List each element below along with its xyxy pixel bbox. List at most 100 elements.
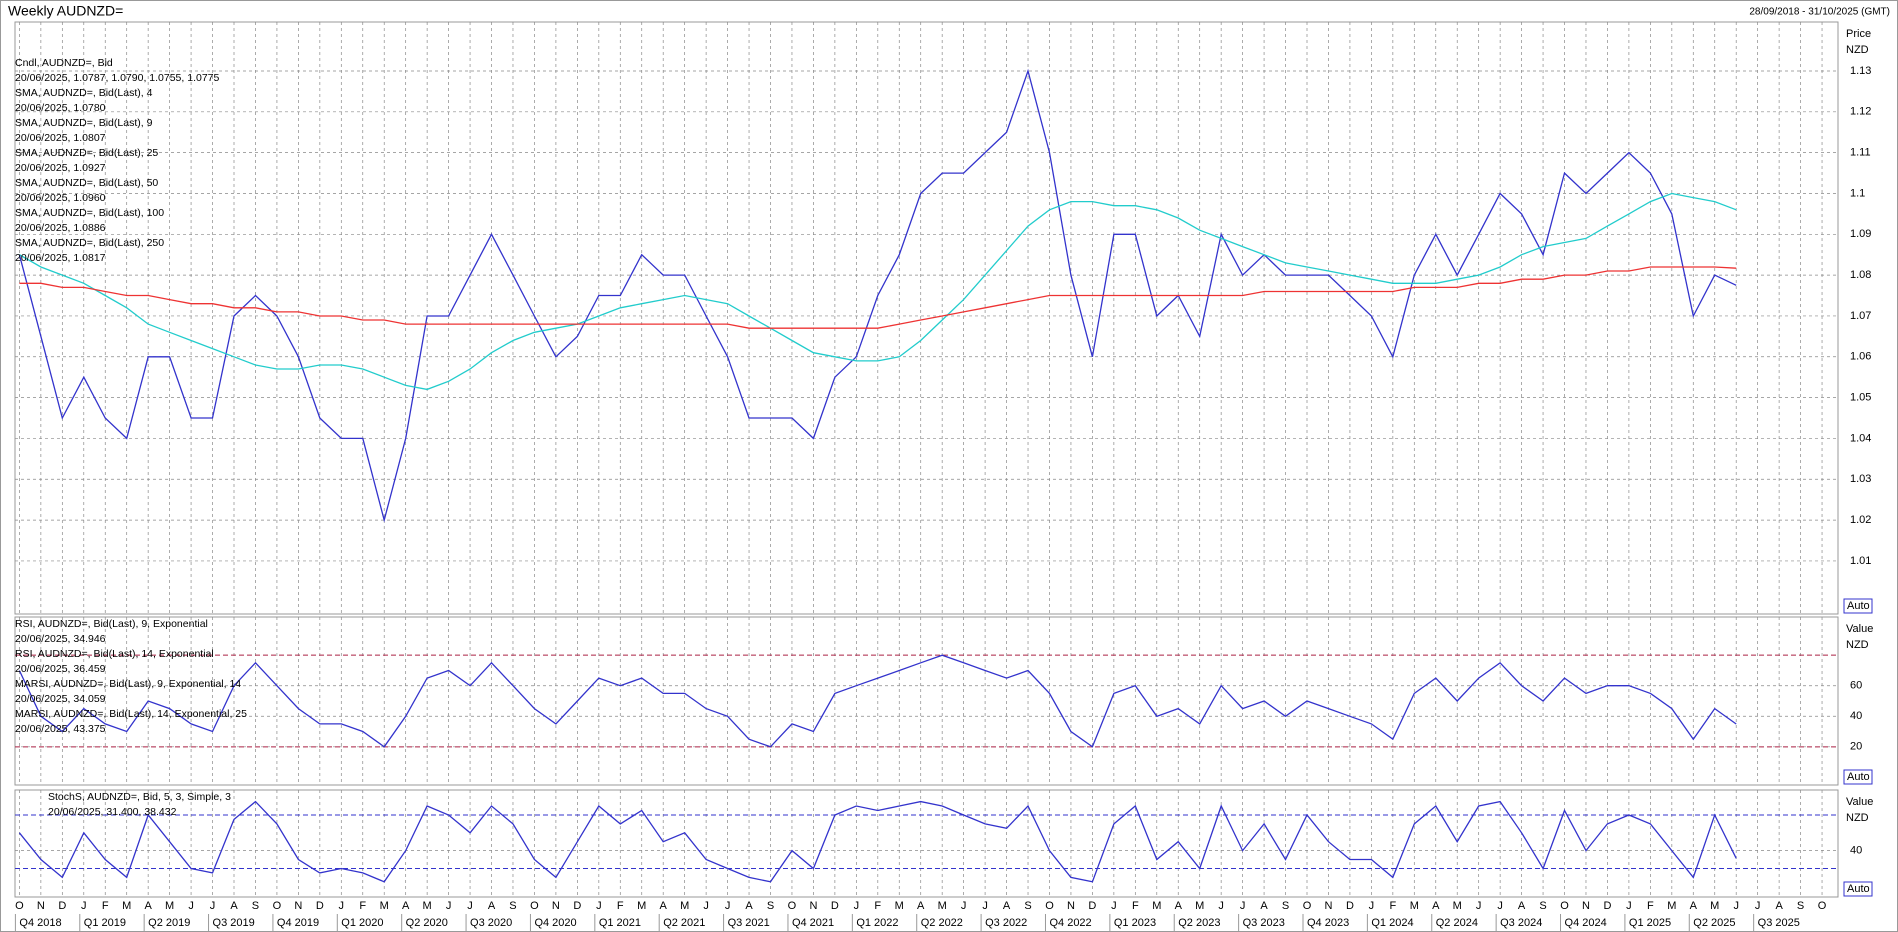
legend-entry: 20/06/2025, 1.0927 <box>15 162 106 174</box>
x-tick-label: J <box>1240 900 1246 912</box>
quarter-label: Q3 2019 <box>213 917 255 929</box>
x-tick-label: N <box>1582 900 1590 912</box>
x-tick-label: S <box>1282 900 1289 912</box>
auto-button-label[interactable]: Auto <box>1847 600 1870 612</box>
auto-button[interactable] <box>1843 769 1873 785</box>
quarter-label: Q2 2023 <box>1178 917 1220 929</box>
quarter-label: Q1 2023 <box>1114 917 1156 929</box>
quarter-label: Q2 2024 <box>1436 917 1478 929</box>
legend-entry: 20/06/2025, 34.946 <box>15 633 106 645</box>
chart-title: Weekly AUDNZD= <box>8 3 123 19</box>
x-tick-label: J <box>446 900 452 912</box>
x-tick-label: A <box>1432 900 1440 912</box>
legend-entry: MARSI, AUDNZD=, Bid(Last), 9, Exponentia… <box>15 678 241 690</box>
legend-entry: 20/06/2025, 1.0780 <box>15 102 106 114</box>
x-tick-label: A <box>402 900 410 912</box>
x-tick-label: N <box>294 900 302 912</box>
x-tick-label: F <box>102 900 109 912</box>
auto-button-label[interactable]: Auto <box>1847 883 1870 895</box>
x-tick-label: D <box>573 900 581 912</box>
legend-entry: SMA, AUDNZD=, Bid(Last), 4 <box>15 87 153 99</box>
legend-entry: RSI, AUDNZD=, Bid(Last), 14, Exponential <box>15 648 214 660</box>
auto-button[interactable] <box>1843 881 1873 897</box>
y-tick-label: 1.13 <box>1850 65 1871 77</box>
x-tick-label: M <box>895 900 904 912</box>
x-tick-label: N <box>1324 900 1332 912</box>
quarter-label: Q4 2019 <box>277 917 319 929</box>
legend-entry: 20/06/2025, 43.375 <box>15 723 106 735</box>
x-tick-label: A <box>144 900 152 912</box>
y-tick-label: 1.03 <box>1850 473 1871 485</box>
y-tick-label: 1.11 <box>1850 147 1871 159</box>
x-tick-label: S <box>1797 900 1804 912</box>
axis-title: Value <box>1846 623 1873 635</box>
y-tick-label: 1.06 <box>1850 351 1871 363</box>
x-tick-label: J <box>1111 900 1117 912</box>
x-tick-label: M <box>423 900 432 912</box>
x-tick-label: J <box>1733 900 1739 912</box>
x-tick-label: D <box>1088 900 1096 912</box>
quarter-label: Q4 2023 <box>1307 917 1349 929</box>
quarter-label: Q2 2019 <box>148 917 190 929</box>
x-tick-label: A <box>1690 900 1698 912</box>
quarter-label: Q4 2018 <box>19 917 61 929</box>
x-tick-label: J <box>188 900 194 912</box>
x-tick-label: M <box>122 900 131 912</box>
quarter-label: Q2 2020 <box>406 917 448 929</box>
quarter-label: Q1 2020 <box>341 917 383 929</box>
x-tick-label: F <box>359 900 366 912</box>
x-tick-label: M <box>1710 900 1719 912</box>
x-tick-label: F <box>874 900 881 912</box>
y-tick-label: 40 <box>1850 710 1862 722</box>
date-range: 28/09/2018 - 31/10/2025 (GMT) <box>1749 7 1890 18</box>
x-tick-label: J <box>339 900 345 912</box>
x-tick-label: A <box>745 900 753 912</box>
x-tick-label: J <box>982 900 988 912</box>
quarter-label: Q1 2021 <box>599 917 641 929</box>
x-tick-label: M <box>380 900 389 912</box>
x-tick-label: F <box>1132 900 1139 912</box>
y-tick-label: 1.1 <box>1850 187 1865 199</box>
x-tick-label: O <box>15 900 24 912</box>
axis-title: Price <box>1846 28 1871 40</box>
auto-button[interactable] <box>1843 598 1873 614</box>
x-tick-label: A <box>1775 900 1783 912</box>
y-tick-label: 20 <box>1850 741 1862 753</box>
legend-entry: 20/06/2025, 1.0787, 1.0790, 1.0755, 1.07… <box>15 72 220 84</box>
x-tick-label: N <box>1067 900 1075 912</box>
auto-button-label[interactable]: Auto <box>1847 771 1870 783</box>
x-tick-label: O <box>530 900 539 912</box>
x-tick-label: D <box>58 900 66 912</box>
x-tick-label: D <box>316 900 324 912</box>
legend-entry: SMA, AUDNZD=, Bid(Last), 9 <box>15 117 153 129</box>
legend-entry: SMA, AUDNZD=, Bid(Last), 250 <box>15 237 164 249</box>
x-tick-label: O <box>1818 900 1827 912</box>
x-tick-label: M <box>1453 900 1462 912</box>
x-tick-label: J <box>1476 900 1482 912</box>
x-tick-label: O <box>273 900 282 912</box>
y-tick-label: 1.02 <box>1850 514 1871 526</box>
legend-entry: SMA, AUDNZD=, Bid(Last), 100 <box>15 207 164 219</box>
quarter-label: Q2 2021 <box>663 917 705 929</box>
x-tick-label: A <box>1260 900 1268 912</box>
x-tick-label: J <box>596 900 602 912</box>
x-tick-label: N <box>37 900 45 912</box>
series-line <box>18 68 1737 523</box>
x-tick-label: O <box>1560 900 1569 912</box>
legend-entry: 20/06/2025, 1.0817 <box>15 252 106 264</box>
legend-entry: 20/06/2025, 1.0807 <box>15 132 106 144</box>
quarter-label: Q1 2024 <box>1371 917 1413 929</box>
axis-title: NZD <box>1846 44 1869 56</box>
x-tick-label: S <box>1539 900 1546 912</box>
series-line <box>19 192 1737 391</box>
x-tick-label: N <box>552 900 560 912</box>
x-tick-label: D <box>1603 900 1611 912</box>
x-tick-label: J <box>1626 900 1632 912</box>
y-tick-label: 1.07 <box>1850 310 1871 322</box>
x-tick-label: O <box>1303 900 1312 912</box>
x-tick-label: S <box>252 900 259 912</box>
quarter-label: Q1 2022 <box>856 917 898 929</box>
quarter-label: Q4 2020 <box>534 917 576 929</box>
